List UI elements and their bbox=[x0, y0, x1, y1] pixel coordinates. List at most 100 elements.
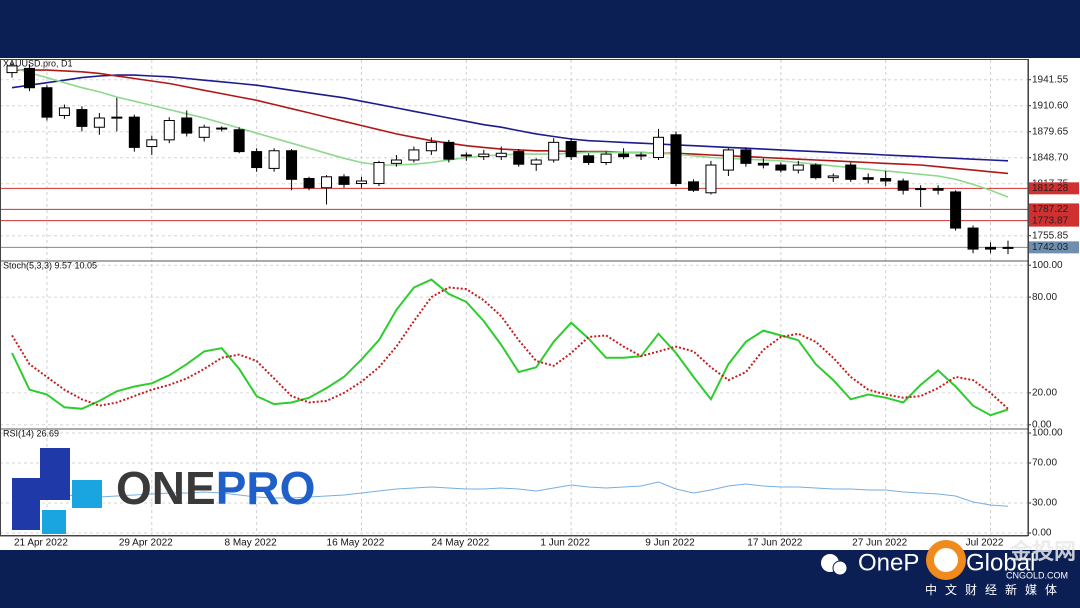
tagline: 中文财经新媒体 bbox=[925, 582, 1065, 597]
y-tick-label: 20.00 bbox=[1032, 388, 1057, 399]
candle-body bbox=[216, 127, 228, 130]
candle-body bbox=[495, 152, 507, 158]
bottom-band bbox=[0, 550, 1080, 608]
candle-body bbox=[618, 153, 630, 158]
x-tick-label: 16 May 2022 bbox=[327, 538, 385, 549]
x-tick-label: 27 Jun 2022 bbox=[852, 538, 907, 549]
y-tick-label: 1879.65 bbox=[1032, 126, 1069, 137]
candle-body bbox=[355, 180, 367, 185]
candle-body bbox=[967, 227, 979, 250]
candle-body bbox=[23, 67, 35, 89]
x-tick-label: Jul 2022 bbox=[966, 538, 1004, 549]
x-tick-label: 21 Apr 2022 bbox=[14, 538, 68, 549]
candle-body bbox=[653, 136, 665, 158]
candle-body bbox=[128, 116, 140, 148]
plot-frame bbox=[0, 59, 1029, 536]
level-label-box bbox=[1029, 241, 1079, 254]
candle-body bbox=[880, 177, 892, 182]
level-label-box bbox=[1029, 182, 1079, 195]
y-tick-label: 0.00 bbox=[1032, 528, 1052, 539]
level-label: 1773.87 bbox=[1032, 215, 1069, 226]
level-label-box bbox=[1029, 214, 1079, 227]
candle-body bbox=[513, 151, 525, 165]
candle-body bbox=[58, 107, 70, 116]
indicator-line bbox=[11, 278, 1009, 417]
y-tick-label: 100.00 bbox=[1032, 428, 1063, 439]
y-tick-label: 1848.70 bbox=[1032, 152, 1069, 163]
candle-body bbox=[93, 117, 105, 128]
candle-body bbox=[757, 162, 769, 166]
site: CNGOLD.COM bbox=[1006, 570, 1068, 580]
candle-body bbox=[985, 246, 997, 250]
y-tick-label: 70.00 bbox=[1032, 458, 1057, 469]
candle-body bbox=[338, 176, 350, 185]
candle-body bbox=[41, 87, 53, 118]
footer-right: Global bbox=[966, 549, 1035, 576]
candle-body bbox=[76, 109, 88, 127]
logo: ONEPRO bbox=[12, 448, 315, 534]
candle-body bbox=[775, 164, 787, 171]
candle-body bbox=[198, 126, 210, 138]
candle-body bbox=[478, 153, 490, 158]
indicator-line bbox=[12, 481, 1009, 507]
candle-body bbox=[722, 149, 734, 171]
y-tick-label: 100.00 bbox=[1032, 260, 1063, 271]
candle-body bbox=[373, 162, 385, 185]
candle-body bbox=[303, 177, 315, 189]
logo-right: PRO bbox=[216, 462, 316, 514]
x-tick-label: 24 May 2022 bbox=[431, 538, 489, 549]
candle-body bbox=[600, 153, 612, 164]
candle-body bbox=[827, 175, 839, 179]
candle-body bbox=[425, 141, 437, 152]
candle-body bbox=[810, 164, 822, 179]
x-tick-label: 1 Jun 2022 bbox=[540, 538, 590, 549]
candle-body bbox=[460, 154, 472, 157]
candle-body bbox=[862, 177, 874, 180]
candle-body bbox=[1002, 246, 1014, 249]
y-tick-label: 1910.60 bbox=[1032, 100, 1069, 111]
candle-body bbox=[950, 191, 962, 229]
candle-body bbox=[286, 150, 298, 180]
x-tick-label: 9 Jun 2022 bbox=[645, 538, 695, 549]
y-tick-label: 1755.85 bbox=[1032, 230, 1069, 241]
candle-body bbox=[687, 181, 699, 191]
level-label: 1812.28 bbox=[1032, 183, 1069, 194]
y-tick-label: 80.00 bbox=[1032, 292, 1057, 303]
level-label: 1742.03 bbox=[1032, 242, 1069, 253]
candle-body bbox=[583, 155, 595, 164]
candle-body bbox=[670, 134, 682, 185]
badge-text: 金投网 bbox=[1009, 539, 1076, 564]
badge-coin-inner bbox=[934, 548, 958, 572]
logo-text: ONEPRO bbox=[116, 462, 315, 514]
wechat-icon bbox=[832, 560, 848, 576]
logo-mark bbox=[12, 448, 70, 530]
candle-body bbox=[740, 149, 752, 164]
candle-body bbox=[408, 149, 420, 161]
candle-body bbox=[548, 141, 560, 161]
top-band bbox=[0, 0, 1080, 58]
candle-body bbox=[233, 129, 245, 153]
x-tick-label: 29 Apr 2022 bbox=[119, 538, 173, 549]
plot-area: 21 Apr 2022 29 Apr 2022 8 May 2022 16 May 2… bbox=[0, 58, 1079, 549]
candle-body bbox=[111, 116, 123, 119]
candle-body bbox=[705, 164, 717, 194]
candle-body bbox=[181, 117, 193, 134]
panel-title: RSI(14) 26.69 bbox=[3, 428, 59, 438]
footer-left: OneP bbox=[858, 549, 919, 576]
y-tick-label: 0.00 bbox=[1032, 419, 1052, 430]
footer: OneP Global 金投网 CNGOLD.COM 中文财经新媒体 bbox=[821, 539, 1076, 597]
moving-average bbox=[11, 74, 1009, 162]
candle-body bbox=[6, 65, 18, 74]
x-tick-label: 17 Jun 2022 bbox=[747, 538, 802, 549]
y-tick-label: 30.00 bbox=[1032, 498, 1057, 509]
moving-average bbox=[11, 66, 1009, 198]
panel-title: XAUUSD.pro, D1 bbox=[3, 58, 73, 68]
level-label: 1787.22 bbox=[1032, 204, 1069, 215]
panel-title: Stoch(5,3,3) 9.57 10.05 bbox=[3, 260, 97, 270]
candle-body bbox=[845, 164, 857, 180]
candle-body bbox=[792, 164, 804, 171]
candle-body bbox=[443, 141, 455, 160]
logo-left: ONE bbox=[116, 462, 216, 514]
candle-body bbox=[321, 176, 333, 189]
